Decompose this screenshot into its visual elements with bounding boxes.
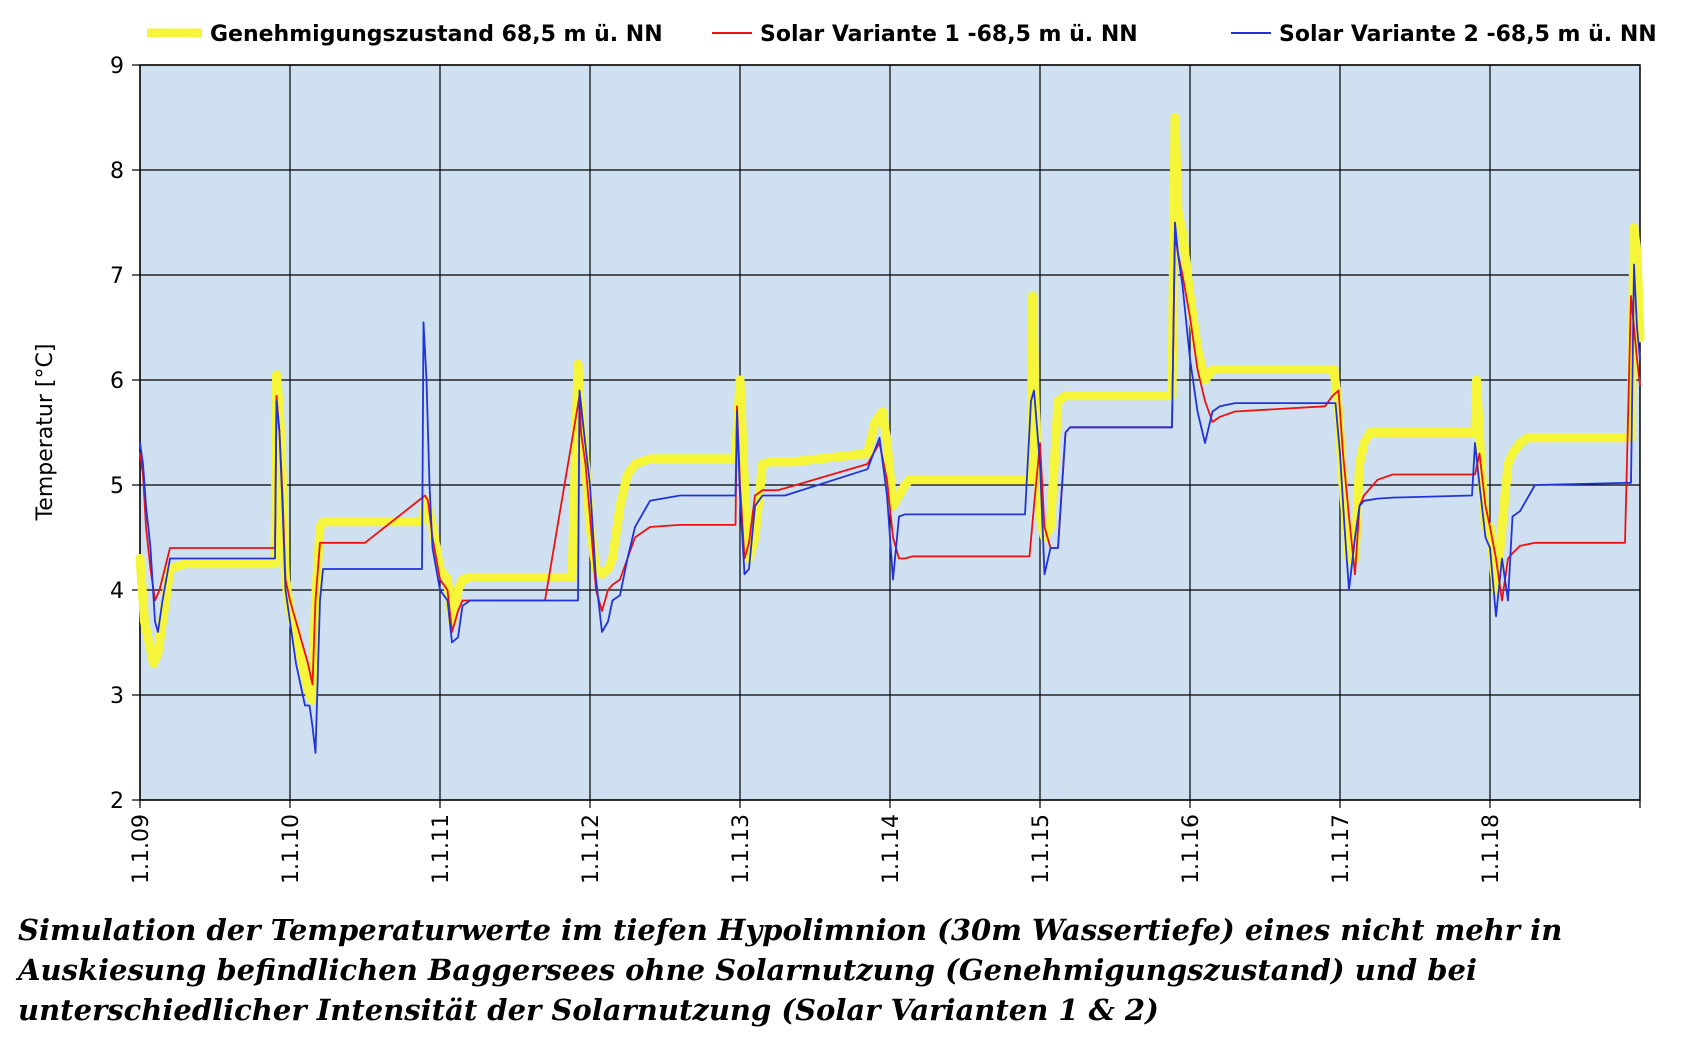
series-layer (135, 113, 1645, 754)
x-tick-label: 1.1.14 (879, 814, 904, 884)
y-tick-label: 9 (110, 54, 124, 79)
y-tick-label: 5 (110, 474, 124, 499)
y-tick-label: 4 (110, 579, 124, 604)
x-tick-label: 1.1.09 (129, 814, 154, 884)
x-tick-label: 1.1.11 (429, 814, 454, 884)
x-tick-label: 1.1.15 (1029, 814, 1054, 884)
series-line-2 (139, 232, 1641, 686)
legend: Genehmigungszustand 68,5 m ü. NN Solar Va… (147, 22, 1657, 47)
legend-label-2: Solar Variante 1 -68,5 m ü. NN (760, 22, 1138, 47)
x-tick-label: 1.1.16 (1179, 814, 1204, 884)
y-tick-label: 3 (110, 684, 124, 709)
y-tick-label: 6 (110, 369, 124, 394)
axes: 2 3 4 5 6 7 8 9 1.1.09 1.1.10 1.1.11 1.1.12 1.1.13 1.… (110, 54, 1641, 884)
x-tick-label: 1.1.18 (1479, 814, 1504, 884)
series-line-3 (139, 221, 1641, 754)
grid-lines (139, 64, 1640, 801)
y-tick-label: 2 (110, 789, 124, 814)
legend-label-3: Solar Variante 2 -68,5 m ü. NN (1279, 22, 1657, 47)
y-tick-label: 8 (110, 159, 124, 184)
x-tick-label: 1.1.17 (1329, 814, 1354, 884)
y-tick-label: 7 (110, 264, 124, 289)
legend-label-1: Genehmigungszustand 68,5 m ü. NN (210, 22, 663, 47)
x-tick-label: 1.1.12 (579, 814, 604, 884)
x-tick-label: 1.1.10 (279, 814, 304, 884)
x-tick-label: 1.1.13 (729, 814, 754, 884)
figure-caption: Simulation der Temperaturwerte im tiefen… (18, 913, 1563, 1027)
y-axis-label: Temperatur [°C] (33, 344, 58, 522)
